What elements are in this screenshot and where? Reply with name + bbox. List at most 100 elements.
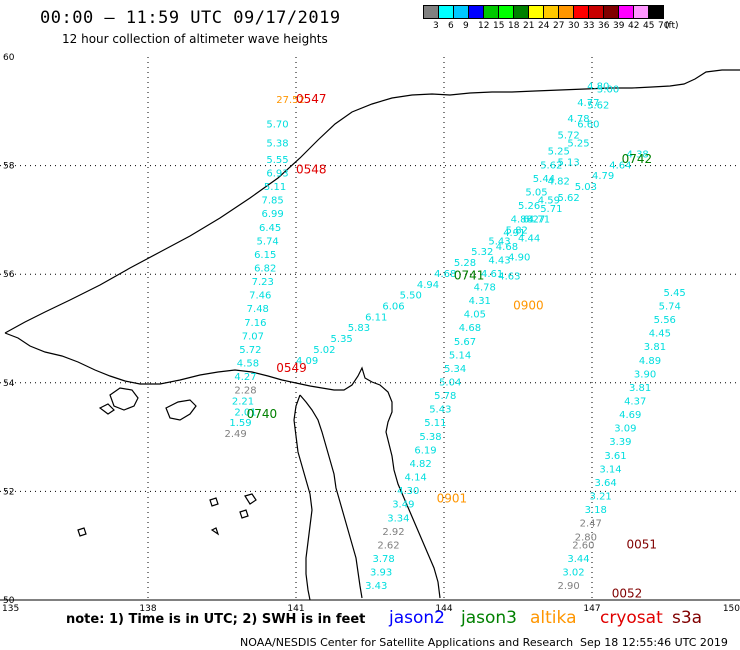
wave-height-value: 4.78 [567, 114, 589, 125]
wave-height-value: 5.70 [266, 120, 288, 131]
mission-jason2: jason2 [389, 608, 445, 628]
wave-height-value: 7.07 [242, 331, 264, 342]
page-subtitle: 12 hour collection of altimeter wave hei… [62, 32, 328, 46]
scale-label: 39 [613, 21, 625, 31]
wave-height-value: 5.74 [659, 301, 681, 312]
wave-height-value: 4.14 [405, 473, 427, 484]
pass-time-label: 0549 [276, 361, 307, 375]
scale-label: 36 [598, 21, 610, 31]
wave-height-value: 2.92 [382, 527, 404, 538]
wave-height-value: 5.00 [597, 84, 619, 95]
wave-height-value: 5.83 [348, 323, 370, 334]
wave-height-value: 6.27 [523, 215, 545, 226]
wave-height-value: 3.18 [585, 505, 607, 516]
wave-height-value: 4.71 [528, 215, 550, 226]
wave-height-value: 4.61 [481, 269, 503, 280]
map-grid [0, 57, 740, 601]
lat-tick-label: 56 [3, 270, 15, 280]
wave-height-value: 3.44 [567, 554, 589, 565]
scale-label: 15 [493, 21, 505, 31]
wave-height-value: 5.38 [266, 139, 288, 150]
wave-height-value: 7.48 [247, 304, 269, 315]
wave-height-value: 6.11 [365, 312, 387, 323]
mission-jason3: jason3 [461, 608, 517, 628]
mainland-coastline [4, 69, 740, 334]
wave-height-value: 2.90 [557, 581, 579, 592]
altimeter-tracks: 27.52 5.70 5.38 5.55 6.93 5.11 7.85 6.99 6.45 5.7… [224, 82, 685, 601]
island-coastline [293, 394, 363, 601]
wave-height-value: 4.45 [649, 329, 671, 340]
wave-height-value: 4.80 [587, 82, 609, 93]
wave-height-value: 5.82 [506, 225, 528, 236]
wave-height-value: 3.14 [599, 464, 621, 475]
lat-tick-label: 50 [3, 596, 15, 606]
pass-time-label: 0548 [296, 163, 327, 177]
wave-height-value: 4.05 [464, 310, 486, 321]
wave-height-value: 4.59 [538, 196, 560, 207]
lat-tick-label: 60 [3, 53, 15, 63]
wave-height-value: 5.11 [424, 418, 446, 429]
wave-height-value: 3.61 [604, 451, 626, 462]
wave-height-value: 5.03 [575, 182, 597, 193]
wave-height-value: 2.47 [580, 519, 602, 530]
wave-height-value: 27.52 [276, 95, 305, 106]
lat-tick-label: 52 [3, 487, 14, 497]
scale-label: 30 [568, 21, 580, 31]
wave-height-value: 4.37 [624, 397, 646, 408]
wave-height-value: 4.58 [237, 359, 259, 370]
wave-height-value: 5.72 [557, 130, 579, 141]
wave-height-value: 2.62 [377, 540, 399, 551]
pass-time-label: 0547 [296, 92, 327, 106]
wave-height-value: 7.85 [261, 196, 283, 207]
wave-height-value: 5.71 [540, 204, 562, 215]
scale-label: 18 [508, 21, 520, 31]
wave-height-value: 4.77 [577, 98, 599, 109]
wave-height-value: 4.43 [488, 255, 510, 266]
wave-height-value: 4.09 [296, 356, 318, 367]
wave-height-value: 4.90 [508, 253, 530, 264]
wave-height-value: 4.27 [234, 372, 256, 383]
wave-height-value: 4.30 [397, 486, 419, 497]
wave-height-value: 4.88 [511, 215, 533, 226]
wave-height-value: 3.78 [372, 554, 394, 565]
pass-time-label: 0740 [247, 407, 278, 421]
inner-coastline [4, 332, 441, 599]
wave-height-value: 3.64 [594, 478, 616, 489]
wave-height-value: 5.25 [548, 147, 570, 158]
scale-label: 27 [553, 21, 565, 31]
lat-tick-label: 58 [3, 162, 15, 172]
wave-height-value: 5.04 [439, 378, 461, 389]
wave-height-value: 4.31 [469, 296, 491, 307]
mission-cryosat: cryosat [600, 608, 663, 628]
wave-height-value: 5.62 [557, 193, 579, 204]
wave-height-value: 5.34 [444, 364, 466, 375]
wave-height-value: 3.39 [609, 437, 631, 448]
wave-height-value: 2.60 [572, 540, 594, 551]
wave-height-value: 5.72 [239, 345, 261, 356]
units-note: note: 1) Time is in UTC; 2) SWH is in fe… [66, 612, 366, 627]
wave-height-value: 5.43 [488, 236, 510, 247]
wave-height-value: 4.94 [417, 280, 439, 291]
wave-height-value: 4.78 [474, 282, 496, 293]
wave-height-value: 3.81 [644, 342, 666, 353]
wave-height-value: 5.67 [454, 337, 476, 348]
scale-label: 21 [523, 21, 535, 31]
wave-height-value: 4.68 [434, 269, 456, 280]
small-islands [77, 493, 257, 537]
wave-height-value: 5.11 [264, 182, 286, 193]
wave-height-value: 6.99 [261, 209, 283, 220]
wave-height-value: 1.59 [229, 418, 251, 429]
mission-altika: altika [530, 608, 577, 628]
lon-tick-label: 150 [723, 604, 740, 614]
track-track_0051: 2.90 3.02 3.44 2.602.80 2.47 3.18 3.21 3.64 3.14… [557, 288, 685, 592]
wave-height-value: 5.25 [567, 139, 589, 150]
wave-height-value: 5.62 [587, 101, 609, 112]
wave-height-value: 5.50 [400, 291, 422, 302]
footer-credit: NOAA/NESDIS Center for Satellite Applica… [240, 636, 574, 649]
wave-height-value: 5.28 [454, 258, 476, 269]
scale-label: 24 [538, 21, 550, 31]
lon-tick-label: 141 [287, 604, 304, 614]
wave-height-value: 4.79 [592, 171, 614, 182]
wave-height-value: 5.05 [525, 187, 547, 198]
